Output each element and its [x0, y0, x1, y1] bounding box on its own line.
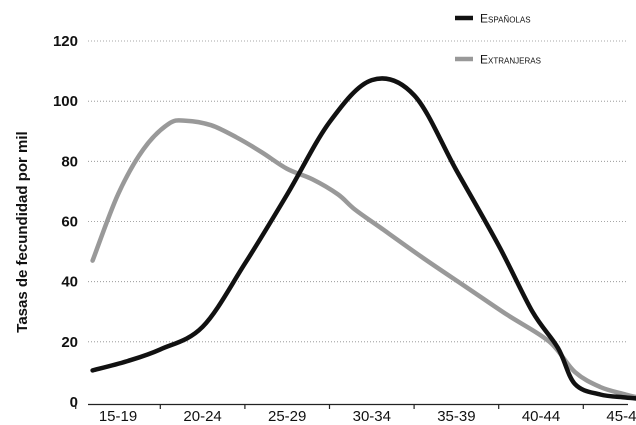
- y-tick-labels: 0 20 40 60 80 100 120: [53, 33, 78, 411]
- series-line-españolas: [90, 76, 636, 401]
- y-axis-title: Tasas de fecundidad por mil: [14, 131, 31, 332]
- legend-label: Españolas: [480, 12, 531, 26]
- x-tick-label: 25-29: [268, 408, 306, 425]
- y-tick-label: 100: [53, 93, 78, 110]
- x-tick-label: 45-49: [606, 408, 636, 425]
- x-tick-label: 40-44: [522, 408, 560, 425]
- legend: Españolas Extranjeras: [455, 12, 541, 67]
- x-tick-label: 15-19: [99, 408, 137, 425]
- y-tick-label: 120: [53, 33, 78, 50]
- series-line-extranjeras: [90, 118, 636, 400]
- y-tick-label: 0: [70, 394, 78, 411]
- series-lines: [90, 76, 636, 401]
- x-tick-labels: 15-19 20-24 25-29 30-34 35-39 40-44 45-49: [99, 408, 636, 425]
- y-tick-label: 80: [61, 153, 78, 170]
- x-tick-label: 20-24: [183, 408, 221, 425]
- y-tick-label: 40: [61, 274, 78, 291]
- y-gridlines: [88, 40, 628, 343]
- x-tick-label: 35-39: [437, 408, 475, 425]
- y-tick-label: 20: [61, 334, 78, 351]
- x-axis: [75, 403, 628, 409]
- y-tick-label: 60: [61, 214, 78, 231]
- x-tick-label: 30-34: [353, 408, 391, 425]
- legend-label: Extranjeras: [480, 53, 541, 67]
